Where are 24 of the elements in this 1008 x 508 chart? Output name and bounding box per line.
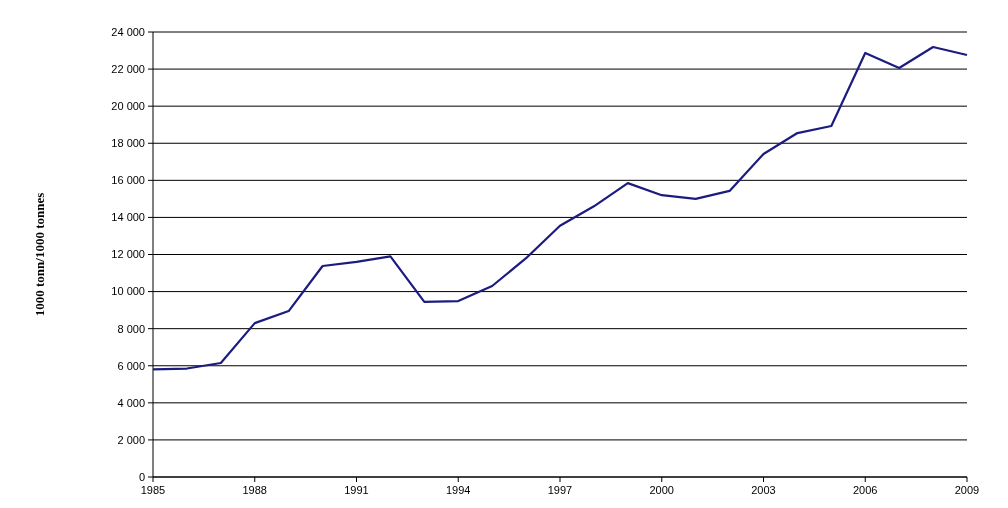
y-axis-title: 1000 tonn/1000 tonnes: [32, 192, 47, 317]
y-tick-label: 14 000: [111, 211, 145, 224]
y-tick-label: 8 000: [117, 322, 145, 335]
y-tick-label: 2 000: [117, 433, 145, 446]
x-tick-label: 1994: [446, 484, 471, 496]
y-tick-label: 12 000: [111, 248, 145, 261]
y-tick-label: 6 000: [117, 359, 145, 372]
x-tick-label: 2009: [954, 484, 980, 496]
x-tick-label: 1997: [547, 484, 573, 496]
y-tick-label: 10 000: [111, 285, 145, 298]
y-tick-label: 18 000: [111, 137, 145, 150]
x-tick-label: 1988: [242, 484, 267, 496]
x-tick-label: 1985: [140, 484, 166, 496]
y-tick-label: 0: [138, 470, 145, 483]
x-tick-label: 2003: [751, 484, 776, 496]
y-tick-label: 22 000: [111, 62, 145, 75]
y-tick-label: 4 000: [117, 396, 145, 409]
x-tick-label: 1991: [344, 484, 369, 496]
y-tick-label: 16 000: [111, 174, 145, 187]
y-tick-label: 24 000: [111, 25, 145, 38]
x-tick-label: 2000: [649, 484, 674, 496]
line-series: [151, 45, 969, 371]
x-tick-label: 2006: [853, 484, 878, 496]
y-tick-label: 20 000: [111, 100, 145, 113]
